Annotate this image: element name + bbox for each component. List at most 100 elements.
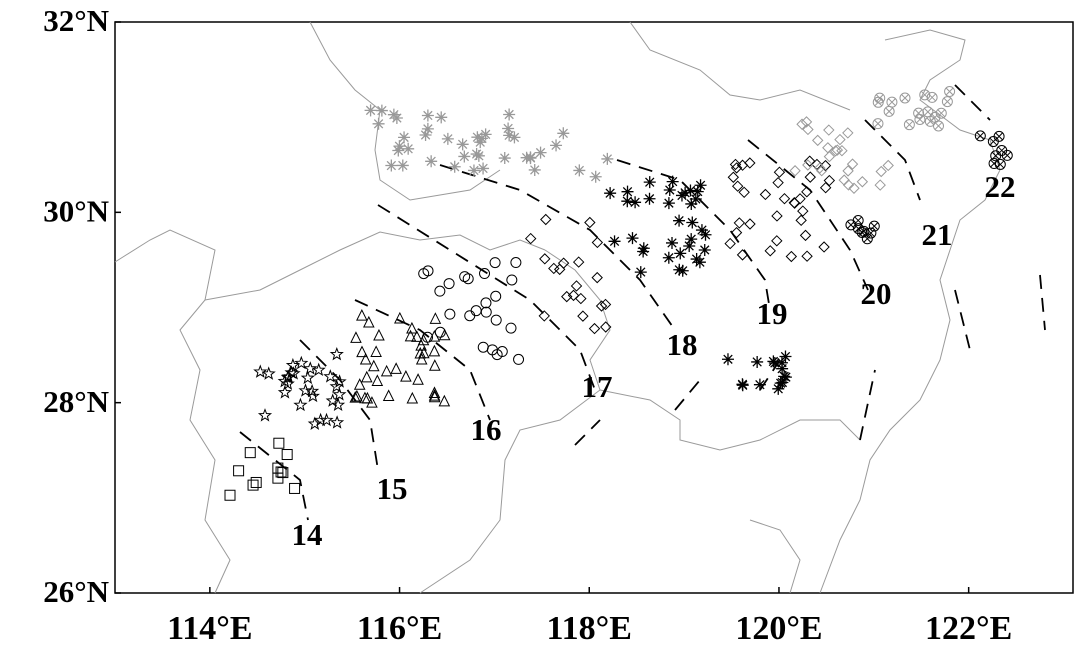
station [591, 236, 604, 249]
station [698, 243, 711, 256]
station [589, 170, 602, 183]
station [411, 330, 423, 342]
station [643, 176, 656, 189]
station [524, 232, 537, 245]
station [736, 249, 749, 261]
station [874, 179, 886, 191]
station [434, 326, 446, 338]
station [875, 94, 884, 102]
station [870, 222, 879, 231]
station [773, 166, 786, 178]
station [273, 437, 285, 449]
station [788, 197, 800, 209]
station [794, 193, 806, 205]
station [854, 224, 863, 233]
station [470, 148, 483, 161]
station [351, 389, 363, 402]
station [905, 120, 914, 129]
station [744, 157, 756, 169]
station [540, 213, 552, 226]
contour-label: 14 [292, 517, 323, 552]
station [779, 371, 792, 384]
x-tick-label: 116°E [357, 610, 442, 647]
station [634, 266, 647, 279]
station [394, 311, 406, 324]
station [490, 290, 502, 302]
station [305, 383, 320, 398]
station [479, 268, 491, 280]
station [443, 278, 455, 290]
station [380, 364, 393, 377]
station [601, 152, 614, 165]
station [233, 465, 245, 477]
station [823, 150, 836, 163]
station [513, 353, 525, 365]
station [814, 162, 826, 174]
station [422, 331, 434, 343]
station [801, 186, 813, 198]
station [456, 138, 469, 151]
station [360, 370, 373, 383]
station [604, 187, 617, 200]
station [751, 355, 764, 368]
station [976, 131, 985, 140]
station [505, 322, 517, 334]
station [428, 344, 441, 357]
station [480, 297, 492, 309]
station [803, 155, 816, 167]
station [888, 98, 896, 106]
station [736, 159, 749, 171]
station [393, 140, 406, 153]
station [772, 176, 784, 189]
station [370, 345, 382, 357]
station [577, 310, 589, 322]
station [744, 218, 756, 230]
station [675, 189, 688, 202]
station [797, 205, 809, 217]
station [759, 188, 772, 201]
station [1001, 149, 1013, 161]
station [815, 165, 828, 177]
station [683, 239, 696, 252]
station [778, 192, 791, 205]
station [865, 227, 877, 239]
station [729, 158, 742, 171]
station [272, 462, 284, 474]
station [637, 242, 650, 255]
station [686, 216, 699, 229]
station [396, 159, 409, 172]
station [548, 262, 560, 275]
station [637, 245, 650, 258]
station [400, 370, 412, 382]
station [987, 136, 999, 148]
station [332, 387, 347, 401]
station [595, 300, 608, 312]
station [799, 229, 812, 242]
station [736, 379, 749, 392]
station [434, 285, 446, 297]
station [311, 362, 326, 377]
station [275, 466, 287, 478]
station [506, 274, 518, 286]
station [771, 210, 783, 222]
station [842, 127, 854, 139]
station [666, 236, 679, 249]
station [429, 312, 442, 324]
station [691, 185, 704, 198]
station [823, 174, 836, 187]
station [371, 374, 384, 386]
station [247, 479, 259, 491]
station [392, 144, 405, 157]
station [474, 136, 487, 149]
station [673, 214, 686, 227]
station [503, 108, 516, 121]
station [789, 165, 801, 177]
station [285, 357, 300, 372]
station [298, 383, 313, 397]
station [856, 176, 869, 188]
station [856, 226, 868, 238]
station [307, 416, 322, 430]
contour-label: 18 [667, 327, 698, 362]
station [367, 359, 380, 372]
station [924, 108, 932, 116]
